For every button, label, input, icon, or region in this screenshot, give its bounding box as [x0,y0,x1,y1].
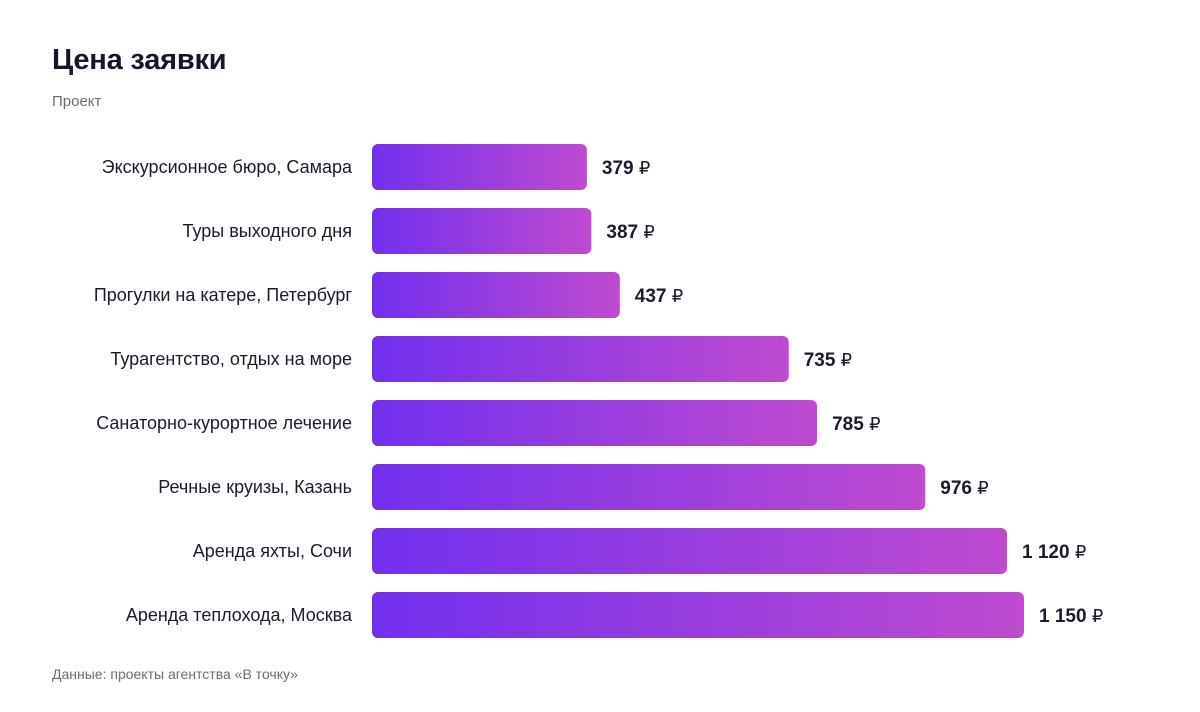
bar [372,528,1007,574]
value-label: 785 ₽ [832,414,880,435]
bar-row: Экскурсионное бюро, Самара 379 ₽ [102,144,650,190]
value-label: 387 ₽ [606,222,654,243]
bar-row: Прогулки на катере, Петербург 437 ₽ [94,272,683,318]
bar-row: Санаторно-курортное лечение 785 ₽ [96,400,881,446]
currency-unit: ₽ [639,158,650,178]
category-label: Туры выходного дня [183,221,352,241]
currency-unit: ₽ [841,350,852,370]
source-note: Данные: проекты агентства «В точку» [52,666,298,682]
value-label: 379 ₽ [602,158,650,179]
category-label: Аренда теплохода, Москва [126,605,353,625]
value-label: 735 ₽ [804,350,852,371]
bar-row: Речные круизы, Казань 976 ₽ [158,464,989,510]
category-label: Аренда яхты, Сочи [193,541,352,561]
bar [372,144,587,190]
bar [372,592,1024,638]
category-label: Прогулки на катере, Петербург [94,285,353,305]
currency-unit: ₽ [643,222,654,242]
category-label: Речные круизы, Казань [158,477,352,497]
bar-row: Аренда яхты, Сочи 1 120 ₽ [193,528,1086,574]
bar [372,336,789,382]
currency-unit: ₽ [1092,606,1103,626]
currency-unit: ₽ [977,478,988,498]
value-label: 1 120 ₽ [1022,542,1086,563]
bar-row: Турагентство, отдых на море 735 ₽ [110,336,852,382]
value-label: 976 ₽ [940,478,988,499]
bar [372,400,818,446]
chart-subtitle: Проект [52,93,102,110]
bar [372,464,926,510]
currency-unit: ₽ [1075,542,1086,562]
value-label: 1 150 ₽ [1039,606,1103,627]
currency-unit: ₽ [869,414,880,434]
bar [372,208,592,254]
chart-title: Цена заявки [52,44,227,76]
bar-row: Туры выходного дня 387 ₽ [183,208,655,254]
bars-group: Экскурсионное бюро, Самара 379 ₽ Туры выхо… [94,144,1103,638]
category-label: Экскурсионное бюро, Самара [102,157,353,177]
category-label: Санаторно-курортное лечение [96,413,352,433]
category-label: Турагентство, отдых на море [110,349,352,369]
currency-unit: ₽ [672,286,683,306]
value-label: 437 ₽ [635,286,683,307]
bar-row: Аренда теплохода, Москва 1 150 ₽ [126,592,1103,638]
bar [372,272,620,318]
